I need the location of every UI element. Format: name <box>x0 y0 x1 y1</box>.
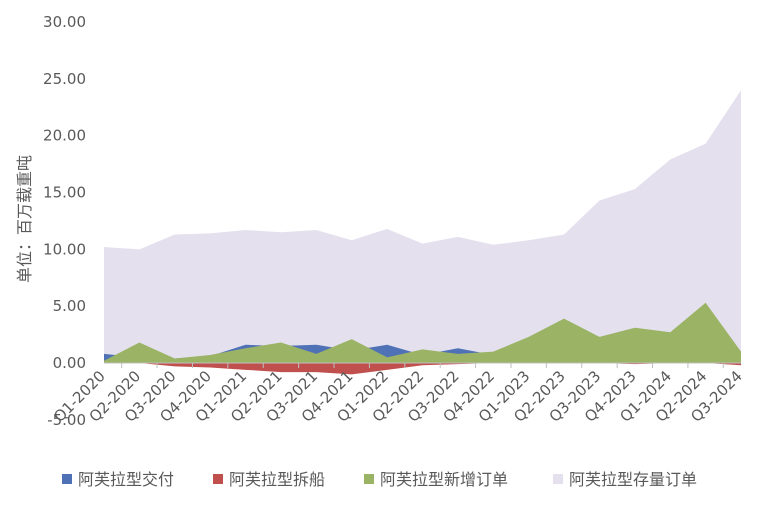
area-series-2 <box>104 302 741 363</box>
legend-label: 阿芙拉型新增订单 <box>380 470 508 489</box>
legend-label: 阿芙拉型交付 <box>78 470 174 489</box>
y-tick-label: 15.00 <box>43 184 86 202</box>
x-axis-tick-labels: Q1-2020Q2-2020Q3-2020Q4-2020Q1-2021Q2-20… <box>50 367 746 426</box>
legend: 阿芙拉型交付 阿芙拉型拆船 阿芙拉型新增订单 阿芙拉型存量订单 <box>62 470 697 489</box>
x-axis-tick-marks <box>121 363 724 368</box>
series-areas <box>104 90 741 375</box>
legend-swatch <box>364 474 374 484</box>
legend-swatch <box>62 474 72 484</box>
legend-label: 阿芙拉型拆船 <box>229 470 325 489</box>
legend-label: 阿芙拉型存量订单 <box>569 470 697 489</box>
y-tick-label: 10.00 <box>43 240 86 258</box>
y-tick-label: 30.00 <box>43 13 86 31</box>
y-tick-label: -5.00 <box>47 411 86 429</box>
y-tick-label: 20.00 <box>43 127 86 145</box>
legend-swatch <box>553 474 563 484</box>
area-series-0 <box>104 90 741 363</box>
y-tick-label: 5.00 <box>53 297 86 315</box>
y-axis-tick-labels: -5.00 0.00 5.00 10.00 15.00 20.00 25.00 30.00 <box>43 13 86 429</box>
y-tick-label: 0.00 <box>53 354 86 372</box>
y-tick-label: 25.00 <box>43 70 86 88</box>
y-axis-label: 单位：百万载重吨 <box>15 155 34 283</box>
legend-swatch <box>213 474 223 484</box>
